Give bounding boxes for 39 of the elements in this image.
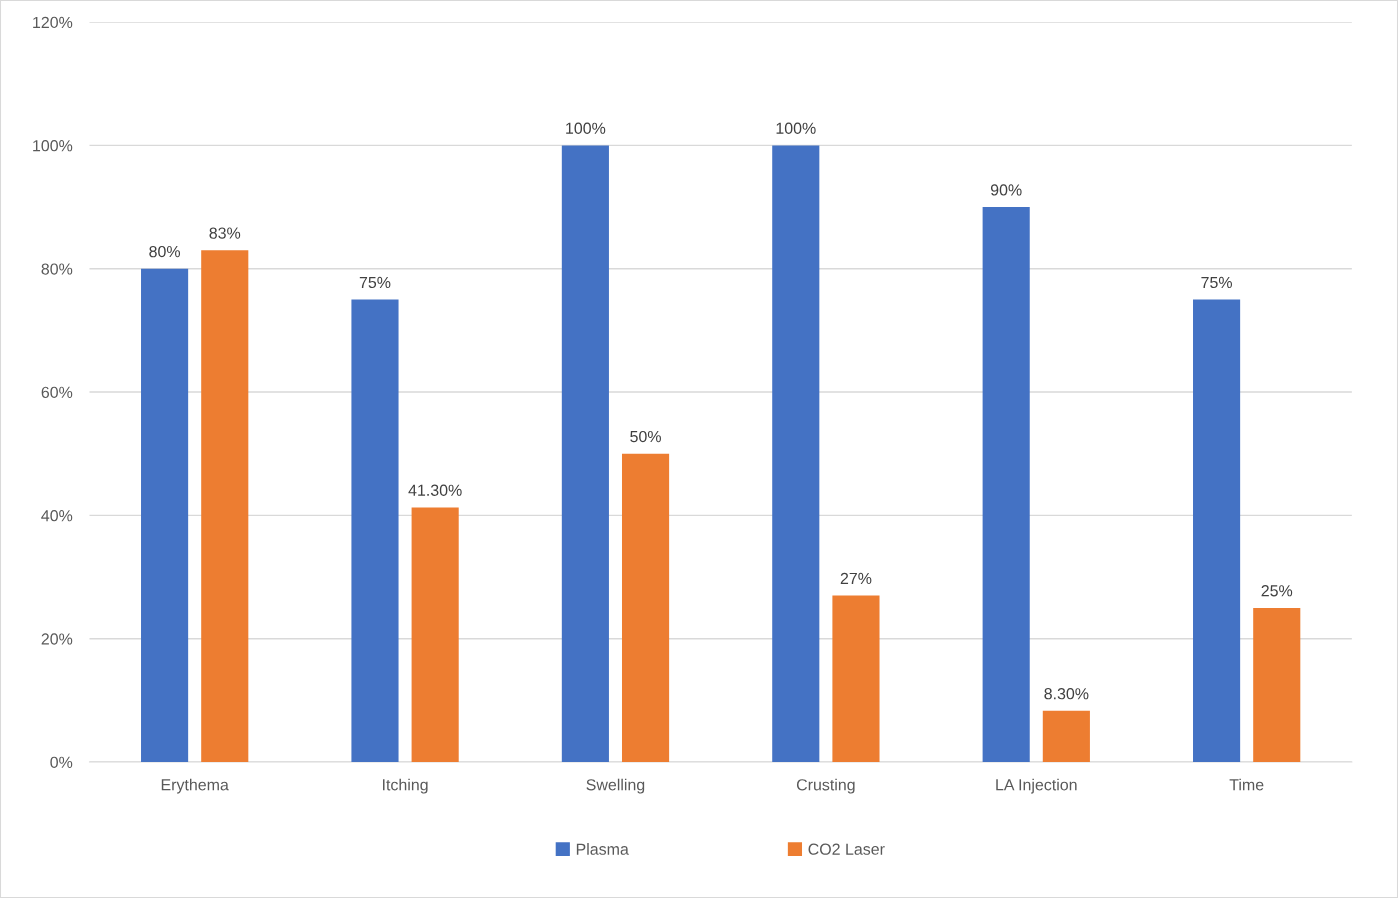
x-tick-label: LA Injection <box>996 778 1077 794</box>
bar <box>411 507 459 763</box>
x-tick-label: Itching <box>383 778 428 794</box>
bar <box>1042 710 1090 763</box>
legend-label: Plasma <box>576 843 629 855</box>
y-tick-label: 20% <box>41 633 73 645</box>
y-tick-label: 100% <box>33 140 73 152</box>
data-label: 8.30% <box>1044 688 1089 700</box>
data-label: 41.30% <box>408 484 462 496</box>
data-label: 75% <box>1201 276 1232 289</box>
data-label: 83% <box>209 227 241 239</box>
bar <box>772 145 820 763</box>
x-tick-label: Swelling <box>586 778 645 794</box>
bar <box>1193 299 1241 763</box>
x-tick-label: Crusting <box>796 778 855 794</box>
data-label: 50% <box>630 430 661 443</box>
data-label: 27% <box>840 572 872 584</box>
data-label: 100% <box>776 122 816 134</box>
y-tick-label: 40% <box>41 510 73 522</box>
bar <box>832 595 880 763</box>
data-label: 80% <box>149 245 180 258</box>
y-tick-label: 60% <box>41 386 73 399</box>
bar <box>141 268 189 763</box>
y-tick-label: 80% <box>41 263 73 275</box>
bar <box>1253 607 1301 763</box>
data-label: 75% <box>359 276 391 289</box>
bar <box>982 207 1030 763</box>
bar <box>561 145 609 763</box>
y-tick-label: 120% <box>33 16 73 29</box>
x-tick-label: Time <box>1229 778 1264 791</box>
legend-label: CO2 Laser <box>808 843 885 855</box>
data-label: 100% <box>566 122 606 134</box>
y-tick-label: 0% <box>50 756 73 768</box>
x-tick-label: Erythema <box>161 778 229 794</box>
data-label: 25% <box>1261 585 1293 597</box>
bar <box>351 299 399 763</box>
bar <box>201 250 249 763</box>
bar <box>621 453 670 763</box>
data-label: 90% <box>990 184 1022 196</box>
